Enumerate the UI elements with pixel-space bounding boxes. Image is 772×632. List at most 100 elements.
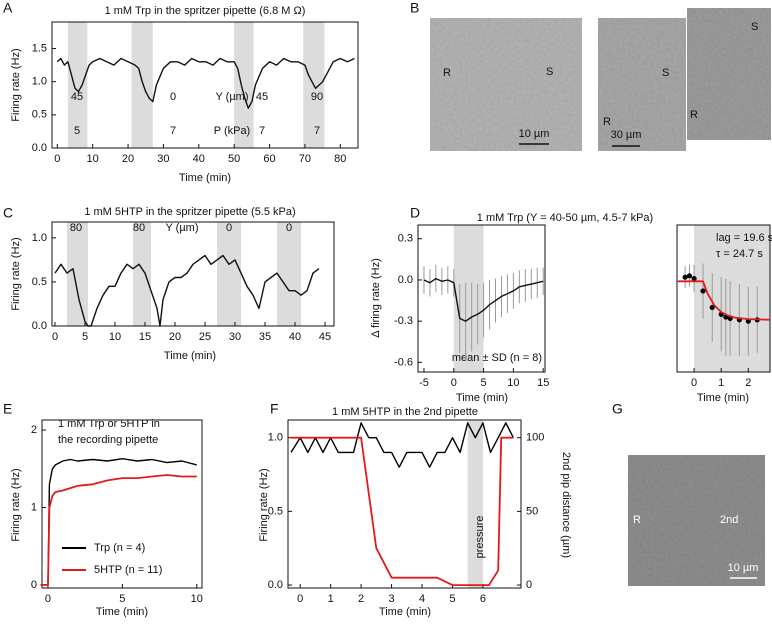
x-tick-label: 40 [193, 153, 205, 165]
annotation: 5 [74, 125, 80, 137]
legend-label: 5HTP (n = 11) [94, 564, 162, 576]
photo [687, 8, 771, 140]
photo-label: R [690, 109, 698, 121]
y-tick-label: 1.0 [268, 432, 283, 444]
x-axis-title: Time (min) [379, 606, 431, 618]
panel-letter: E [3, 401, 12, 417]
annotation: 0 [286, 222, 292, 234]
annotation: Y (µm) [165, 222, 198, 234]
chart-title: 1 mM Trp in the spritzer pipette (6.8 M … [105, 5, 306, 17]
photo-label: R [443, 67, 451, 79]
x-tick-label: 20 [169, 331, 181, 343]
chart-title: 1 mM Trp (Y = 40-50 µm, 4.5-7 kPa) [477, 212, 653, 224]
annotation: Y (µm) [215, 91, 248, 103]
x-tick-label: 10 [507, 377, 519, 389]
plot-frame [676, 224, 771, 373]
y-tick-label: 2 [31, 424, 37, 436]
x-tick-label: 4 [419, 593, 425, 605]
plot-frame [287, 419, 522, 589]
stimulus-shade [234, 22, 254, 148]
plot-frame [51, 21, 359, 149]
panel-letter: D [410, 205, 420, 221]
y2-axis-title: 2nd pip distance (µm) [560, 452, 572, 558]
y-tick-label: 0.0 [398, 274, 413, 286]
x-tick-label: 0 [297, 593, 303, 605]
y-axis-title: Firing rate (Hz) [258, 468, 270, 541]
y-axis-title: Δ firing rate (Hz) [370, 258, 382, 337]
data-line [56, 57, 355, 109]
x-axis-title: Time (min) [179, 172, 231, 184]
y-axis-title: Firing rate (Hz) [10, 48, 22, 121]
x-tick-label: 70 [299, 153, 311, 165]
y-tick-label: 0 [31, 579, 37, 591]
data-point [691, 275, 697, 282]
y-tick-label: 0.5 [268, 505, 283, 517]
annotation: 80 [133, 222, 145, 234]
x-tick-label: 1 [328, 593, 334, 605]
data-line [677, 280, 771, 321]
y2-tick-label: 0 [526, 579, 532, 591]
photo-label: R [633, 514, 641, 526]
annotation: 0 [170, 91, 176, 103]
stimulus-shade [131, 22, 153, 148]
chart-title: 1 mM Trp or 5HTP in [58, 418, 160, 430]
data-point [700, 288, 706, 294]
panel-letter: F [270, 401, 279, 417]
y-tick-label: 0.0 [32, 320, 47, 332]
y-tick-label: 0.5 [32, 276, 47, 288]
y-tick-label: 1.0 [32, 232, 47, 244]
x-tick-label: 5 [481, 377, 487, 389]
x-tick-label: 6 [480, 593, 486, 605]
x-tick-label: 1 [718, 377, 724, 389]
x-tick-label: 0 [451, 377, 457, 389]
panel-letter: C [3, 205, 13, 221]
photo-label: R [603, 116, 611, 128]
scale-label: 30 µm [611, 129, 642, 141]
photo-label: S [662, 67, 669, 79]
photo-label: S [751, 21, 758, 33]
photo-label: 2nd [720, 514, 738, 526]
data-point [682, 274, 688, 280]
data-line [40, 474, 197, 586]
x-tick-label: 10 [191, 593, 203, 605]
annotation: mean ± SD (n = 8) [452, 352, 542, 364]
panel-letter: G [612, 401, 623, 417]
y-tick-label: 0.0 [32, 142, 47, 154]
data-line [290, 422, 515, 468]
y-tick-label: 1.5 [32, 42, 47, 54]
photo-label: S [546, 66, 553, 78]
x-axis-title: Time (min) [164, 350, 216, 362]
photo [628, 455, 765, 586]
stimulus-shade [467, 420, 483, 588]
x-tick-label: 40 [289, 331, 301, 343]
x-tick-label: 0 [54, 153, 60, 165]
data-line [423, 277, 544, 322]
x-tick-label: 10 [109, 331, 121, 343]
x-tick-label: 25 [199, 331, 211, 343]
panel-letter: A [3, 0, 13, 16]
legend-label: Trp (n = 4) [94, 542, 145, 554]
annotation: 7 [170, 125, 176, 137]
x-tick-label: 0 [691, 377, 697, 389]
chart-title: 1 mM 5HTP in the 2nd pipette [332, 406, 478, 418]
panel-letter: B [410, 0, 419, 16]
x-tick-label: 0 [45, 593, 51, 605]
data-line [54, 254, 320, 327]
stimulus-shade [277, 222, 301, 326]
x-axis-title: Time (min) [456, 392, 508, 404]
y2-tick-label: 50 [526, 505, 538, 517]
annotation: pressure [474, 516, 486, 559]
x-tick-label: 10 [87, 153, 99, 165]
x-axis-title: Time (min) [96, 606, 148, 618]
plot-frame [51, 221, 335, 327]
stimulus-shade [453, 225, 484, 372]
y2-tick-label: 100 [526, 432, 544, 444]
annotation: 0 [226, 222, 232, 234]
annotation: τ = 24.7 s [716, 248, 763, 260]
x-tick-label: 80 [334, 153, 346, 165]
stimulus-shade [133, 222, 151, 326]
x-tick-label: 5 [449, 593, 455, 605]
plot-frame [417, 224, 546, 373]
